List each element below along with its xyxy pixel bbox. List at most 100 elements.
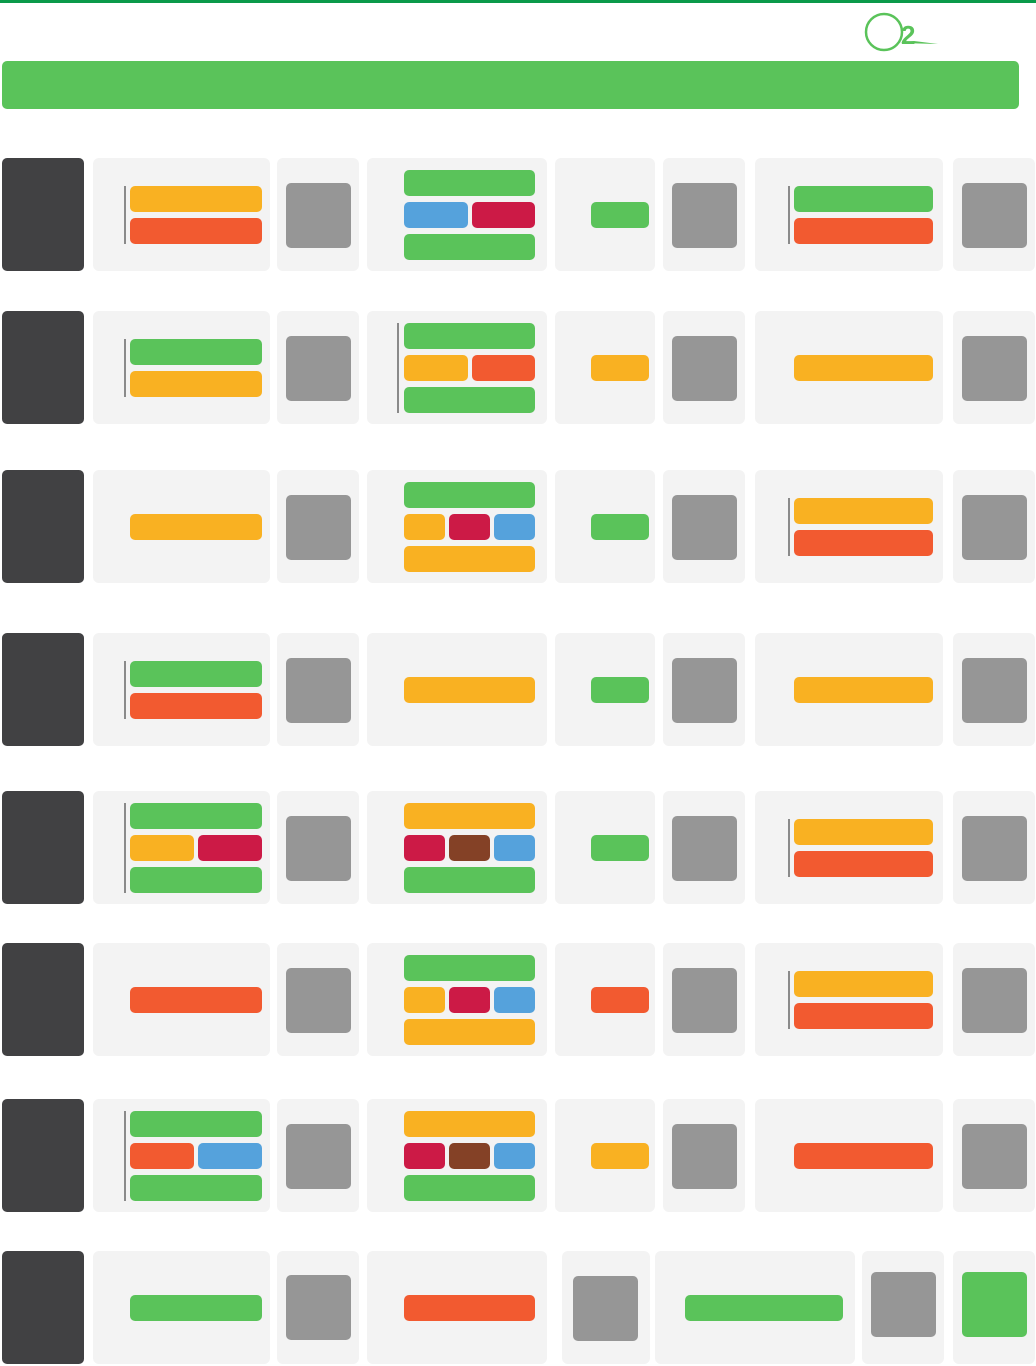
group-a-block <box>130 1175 262 1201</box>
panel <box>93 633 270 746</box>
group-b-block <box>404 355 468 381</box>
group-a-block <box>198 1143 262 1169</box>
group-b-block <box>494 987 535 1013</box>
group-b-block <box>404 1111 535 1137</box>
group-a-divider <box>124 1111 126 1201</box>
svg-text:2: 2 <box>901 20 915 50</box>
group-b-block <box>404 955 535 981</box>
group-b-block <box>404 323 535 349</box>
row-marker <box>2 311 84 424</box>
row-marker <box>2 158 84 271</box>
group-a-block <box>130 661 262 687</box>
group-c-block <box>794 819 933 845</box>
group-b-block <box>494 1143 535 1169</box>
group-b-block <box>471 355 535 381</box>
group-b-block <box>471 202 535 228</box>
small-block <box>591 514 649 540</box>
placeholder-square <box>286 658 351 723</box>
placeholder-square <box>672 183 737 248</box>
group-c-block <box>794 530 933 556</box>
placeholder-square <box>962 968 1027 1033</box>
placeholder-square <box>286 183 351 248</box>
placeholder-square <box>962 1124 1027 1189</box>
panel <box>755 470 943 583</box>
small-block <box>591 677 649 703</box>
placeholder-square <box>672 658 737 723</box>
group-c-block <box>794 971 933 997</box>
group-a-block <box>130 186 262 212</box>
logo: 2 <box>864 10 944 55</box>
group-b-block <box>404 546 535 572</box>
group-a-block <box>130 339 262 365</box>
group-a-block <box>130 1143 194 1169</box>
group-b-block <box>494 514 535 540</box>
placeholder-square <box>962 336 1027 401</box>
placeholder-square <box>286 495 351 560</box>
group-b-block <box>404 803 535 829</box>
placeholder-square <box>286 336 351 401</box>
group-b-block <box>404 1295 535 1321</box>
row-marker <box>2 633 84 746</box>
group-b-block <box>404 387 535 413</box>
placeholder-square <box>962 183 1027 248</box>
placeholder-square <box>286 968 351 1033</box>
small-block <box>591 835 649 861</box>
group-c-block <box>794 851 933 877</box>
panel <box>755 943 943 1056</box>
panel <box>93 311 270 424</box>
group-c-divider <box>788 498 790 556</box>
group-a-block <box>130 835 194 861</box>
group-a-block <box>198 835 262 861</box>
group-b-block <box>404 1019 535 1045</box>
group-c-block <box>794 1003 933 1029</box>
placeholder-square <box>286 816 351 881</box>
group-b-block <box>449 835 490 861</box>
group-c-block <box>794 218 933 244</box>
placeholder-square <box>962 658 1027 723</box>
group-c-divider <box>788 186 790 244</box>
top-rule <box>0 0 1036 3</box>
group-b-block <box>404 867 535 893</box>
group-c-block <box>794 1143 933 1169</box>
group-a-divider <box>124 339 126 397</box>
header-bar <box>2 61 1019 109</box>
group-c-block <box>794 186 933 212</box>
group-b-block <box>404 1175 535 1201</box>
placeholder-square <box>962 816 1027 881</box>
placeholder-square <box>286 1124 351 1189</box>
group-b-block <box>404 482 535 508</box>
placeholder-square <box>672 336 737 401</box>
group-b-block <box>494 835 535 861</box>
group-b-block <box>404 202 468 228</box>
row-marker <box>2 470 84 583</box>
small-block <box>591 355 649 381</box>
group-a-divider <box>124 661 126 719</box>
group-a-block <box>130 514 262 540</box>
group-c-block <box>794 677 933 703</box>
placeholder-square <box>672 816 737 881</box>
group-b-block <box>404 677 535 703</box>
group-c-divider <box>788 819 790 877</box>
small-block <box>591 1143 649 1169</box>
group-b-divider <box>397 323 399 413</box>
group-b-block <box>404 170 535 196</box>
group-a-block <box>130 1111 262 1137</box>
row-marker <box>2 791 84 904</box>
panel <box>755 158 943 271</box>
small-block <box>591 202 649 228</box>
group-b-block <box>404 514 445 540</box>
group-c-block <box>794 498 933 524</box>
group-a-block <box>130 987 262 1013</box>
placeholder-square <box>672 1124 737 1189</box>
final-square <box>962 1272 1027 1337</box>
group-a-block <box>130 803 262 829</box>
group-a-block <box>130 867 262 893</box>
group-a-block <box>130 693 262 719</box>
group-b-block <box>404 835 445 861</box>
panel <box>755 791 943 904</box>
group-a-block <box>130 371 262 397</box>
placeholder-square <box>871 1272 936 1337</box>
group-b-block <box>404 1143 445 1169</box>
placeholder-square <box>573 1276 638 1341</box>
group-b-block <box>449 1143 490 1169</box>
